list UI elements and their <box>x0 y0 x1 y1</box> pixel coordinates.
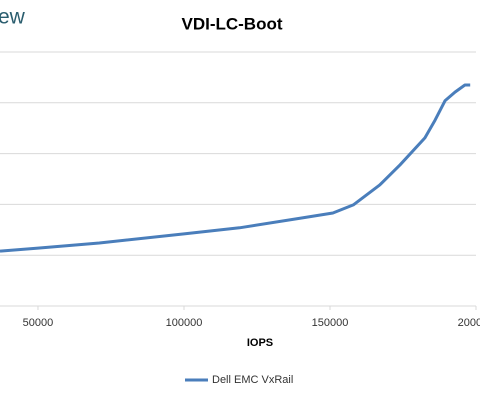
legend-label: Dell EMC VxRail <box>212 374 293 386</box>
x-tick-label: 100000 <box>166 317 203 329</box>
x-tick-label: 200000 <box>458 317 480 329</box>
x-tick-label: 50000 <box>23 317 54 329</box>
line-series <box>0 83 471 253</box>
logo: ew <box>0 6 26 29</box>
x-axis-label: IOPS <box>247 337 273 349</box>
x-tick-label: 150000 <box>312 317 349 329</box>
chart-title: VDI-LC-Boot <box>181 14 282 33</box>
